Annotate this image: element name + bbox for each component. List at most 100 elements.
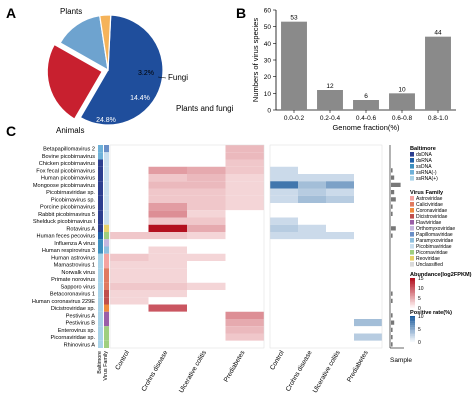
positive-cell [298, 340, 326, 348]
heatmap-row-label: Porcine picobirnavirus [40, 205, 95, 211]
baltimore-cell [98, 311, 103, 319]
heatmap-row-label: Rhinovirus A [64, 342, 96, 348]
heatmap-row-label: Influenza A virus [54, 241, 95, 247]
abundance-cell [148, 195, 187, 203]
family-cell [104, 290, 109, 298]
family-cell [104, 319, 109, 327]
y-tick-label: 50 [264, 24, 272, 31]
positive-cell [270, 275, 298, 283]
positive-cell [354, 282, 382, 290]
positive-cell [270, 217, 298, 225]
bar [317, 90, 343, 110]
abundance-cell [187, 340, 226, 348]
abundance-cell [225, 159, 264, 167]
baltimore-cell [98, 188, 103, 196]
abundance-cell [148, 174, 187, 182]
positive-cell [298, 188, 326, 196]
legend-positive-gradient [410, 327, 415, 330]
heatmap-row-label: Mamastrovirus 1 [54, 263, 95, 269]
positive-column-label: Crohns disease [285, 349, 314, 392]
abundance-column-label: Prediabetes [223, 349, 247, 384]
sample-bar [391, 175, 395, 180]
family-cell [104, 253, 109, 261]
sample-bar [391, 204, 393, 209]
positive-cell [326, 210, 354, 218]
positive-cell [326, 246, 354, 254]
legend-abundance-gradient [410, 291, 415, 294]
legend-abundance-gradient [410, 294, 415, 297]
positive-cell [298, 217, 326, 225]
legend-positive-gradient [410, 325, 415, 327]
positive-cell [270, 188, 298, 196]
legend-positive-title: Positive rate(%) [410, 310, 452, 316]
abundance-cell [110, 159, 149, 167]
heatmap-row-label: Enterovirus sp. [58, 328, 96, 334]
positive-cell [270, 181, 298, 189]
legend-abundance-gradient [410, 297, 415, 300]
family-cell [104, 333, 109, 341]
abundance-cell [225, 188, 264, 196]
legend-abundance-gradient [410, 285, 415, 288]
baltimore-cell [98, 246, 103, 254]
abundance-cell [187, 311, 226, 319]
family-cell [104, 188, 109, 196]
positive-cell [354, 188, 382, 196]
heatmap-row-label: Human picobirnavirus [41, 176, 95, 182]
abundance-cell [225, 319, 264, 327]
legend-swatch [410, 202, 414, 207]
heatmap-row-label: Norwalk virus [61, 270, 95, 276]
abundance-cell [110, 203, 149, 211]
family-cell [104, 282, 109, 290]
sample-bar [391, 313, 393, 318]
baltimore-cell [98, 282, 103, 290]
baltimore-cell [98, 304, 103, 312]
positive-cell [354, 253, 382, 261]
legend-family-label: Coronaviridae [416, 208, 447, 214]
abundance-cell [110, 268, 149, 276]
positive-cell [326, 239, 354, 247]
abundance-cell [187, 152, 226, 160]
positive-cell [270, 253, 298, 261]
bar [353, 100, 379, 110]
baltimore-cell [98, 319, 103, 327]
side-bar-label: Virus Family [103, 351, 109, 381]
family-cell [104, 159, 109, 167]
abundance-cell [148, 333, 187, 341]
heatmap-row-label: Pestivirus A [66, 313, 95, 319]
abundance-cell [187, 166, 226, 174]
abundance-cell [110, 232, 149, 240]
legend-abundance-gradient [410, 293, 415, 295]
heatmap-row-label: Human respirovirus 3 [42, 248, 95, 254]
abundance-cell [110, 253, 149, 261]
abundance-cell [187, 174, 226, 182]
legend-family-label: Astroviridae [416, 196, 443, 202]
abundance-cell [187, 290, 226, 298]
abundance-cell [148, 282, 187, 290]
legend-abundance-gradient [410, 288, 415, 291]
positive-cell [270, 145, 298, 153]
legend-family-label: Unclassified [416, 262, 443, 268]
positive-cell [270, 210, 298, 218]
legend-baltimore-label: ssDNA [416, 164, 432, 170]
legend-swatch [410, 226, 414, 231]
abundance-column-label: Control [114, 349, 131, 371]
panel-label-c: C [6, 123, 16, 139]
positive-cell [326, 304, 354, 312]
legend-abundance-gradient [410, 302, 415, 304]
legend-abundance-gradient [410, 281, 415, 283]
positive-cell [298, 297, 326, 305]
pie-slice-percent: 24.8% [96, 117, 116, 124]
legend-baltimore-label: ssRNA(-) [416, 170, 437, 176]
positive-cell [270, 232, 298, 240]
legend-positive-gradient [410, 331, 415, 333]
x-tick-label: 0.6-0.8 [392, 115, 413, 122]
positive-cell [326, 311, 354, 319]
family-cell [104, 311, 109, 319]
legend-abundance-gradient [410, 303, 415, 306]
legend-positive-gradient [410, 338, 415, 340]
family-cell [104, 217, 109, 225]
abundance-cell [225, 246, 264, 254]
abundance-cell [148, 152, 187, 160]
heatmap-row-label: Human coronavirus 229E [32, 299, 95, 305]
